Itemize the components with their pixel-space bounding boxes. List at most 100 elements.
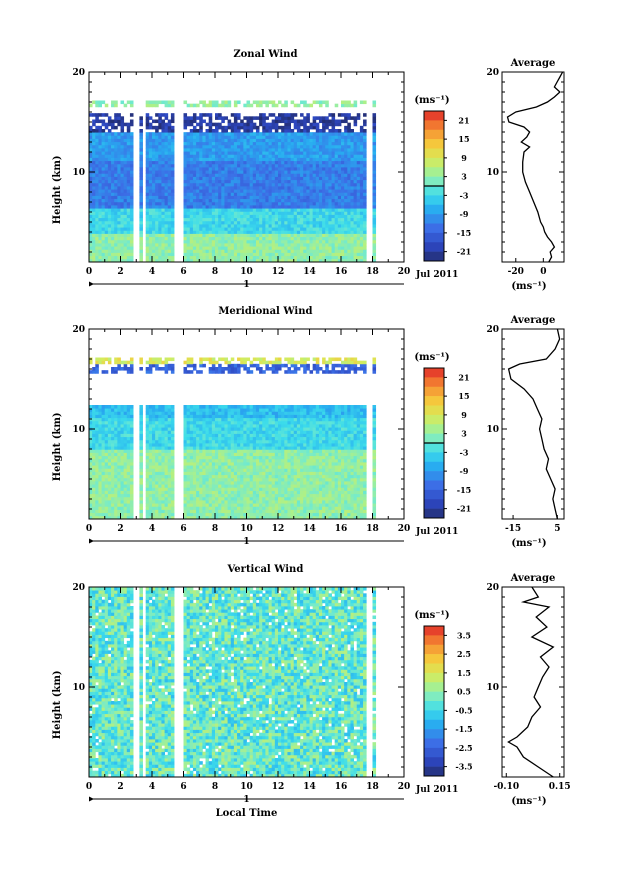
heatmap-cell [237, 211, 241, 215]
heatmap-cell [101, 198, 106, 203]
heatmap-cell [274, 252, 279, 257]
x-tick-label: 20 [398, 267, 411, 277]
heatmap-cell [95, 363, 99, 368]
heatmap-cell [152, 443, 156, 447]
heatmap-cell [293, 176, 298, 181]
heatmap-cell [347, 125, 351, 130]
heatmap-cell [363, 205, 367, 209]
heatmap-cell [95, 176, 99, 181]
heatmap-cell [114, 414, 118, 419]
heatmap-cell [322, 192, 326, 196]
heatmap-cell [123, 452, 128, 457]
heatmap-cell [117, 493, 121, 498]
heatmap-cell [259, 227, 263, 231]
heatmap-cell [337, 224, 342, 228]
heatmap-cell [123, 417, 128, 422]
x-tick-label: 12 [272, 267, 285, 277]
heatmap-cell [372, 182, 377, 187]
heatmap-cell [344, 138, 348, 143]
heatmap-cell [211, 189, 216, 193]
heatmap-cell [337, 214, 342, 219]
heatmap-cell [123, 411, 128, 415]
heatmap-cell [208, 170, 213, 174]
heatmap-cell [107, 411, 112, 415]
heatmap-cell [98, 192, 102, 196]
heatmap-cell [117, 436, 121, 441]
heatmap-cell [303, 249, 307, 253]
heatmap-cell [252, 125, 257, 130]
heatmap-cell [337, 170, 342, 174]
heatmap-cell [95, 496, 99, 501]
heatmap-cell [268, 138, 273, 143]
heatmap-cell [92, 484, 96, 488]
heatmap-cell [205, 151, 210, 155]
heatmap-cell [265, 186, 269, 190]
heatmap-cell [164, 436, 169, 441]
heatmap-cell [293, 252, 298, 257]
heatmap-cell [170, 236, 175, 241]
heatmap-cell [284, 157, 288, 162]
heatmap-cell [309, 233, 314, 238]
heatmap-cell [284, 211, 288, 215]
heatmap-cell [101, 214, 106, 219]
heatmap-cell [344, 255, 348, 260]
heatmap-cell [318, 154, 323, 158]
heatmap-cell [246, 224, 251, 228]
heatmap-cell [290, 214, 295, 219]
heatmap-cell [325, 233, 329, 238]
heatmap-cell [218, 214, 222, 219]
heatmap-cell [161, 436, 165, 441]
heatmap-cell [145, 496, 150, 501]
heatmap-cell [186, 189, 191, 193]
heatmap-cell [341, 255, 345, 260]
heatmap-cell [350, 217, 354, 222]
heatmap-cell [189, 176, 194, 181]
heatmap-cell [186, 151, 191, 155]
heatmap-cell [221, 208, 225, 212]
heatmap-cell [356, 201, 361, 206]
heatmap-cell [208, 249, 213, 253]
heatmap-cell [372, 160, 377, 165]
heatmap-cell [312, 135, 317, 139]
heatmap-cell [167, 236, 172, 241]
heatmap-cell [278, 163, 282, 168]
heatmap-cell [233, 170, 238, 174]
heatmap-cell [111, 103, 115, 108]
heatmap-cell [139, 515, 143, 520]
heatmap-cell [129, 433, 134, 438]
heatmap-cell [334, 239, 339, 244]
heatmap-cell [148, 417, 153, 422]
heatmap-cell [337, 195, 342, 200]
heatmap-cell [139, 252, 143, 257]
heatmap-cell [240, 170, 244, 174]
heatmap-cell [126, 471, 131, 476]
heatmap-cell [240, 157, 244, 162]
heatmap-cell [192, 157, 197, 162]
heatmap-cell [252, 176, 257, 181]
heatmap-cell [129, 500, 134, 504]
heatmap-cell [158, 189, 162, 193]
heatmap-cell [274, 148, 279, 152]
heatmap-cell [186, 243, 191, 247]
heatmap-cell [152, 474, 156, 479]
heatmap-cell [164, 493, 169, 498]
heatmap-cell [111, 474, 115, 479]
heatmap-cell [196, 236, 200, 241]
heatmap-cell [167, 500, 172, 504]
heatmap-cell [237, 217, 241, 222]
heatmap-cell [246, 255, 251, 260]
heatmap-cell [92, 122, 96, 127]
heatmap-cell [183, 443, 188, 447]
heatmap-cell [237, 132, 241, 136]
heatmap-cell [170, 170, 175, 174]
heatmap-cell [265, 182, 269, 187]
heatmap-cell [98, 119, 102, 124]
colorbar-tick-label: 3 [461, 172, 467, 182]
heatmap-cell [249, 205, 254, 209]
average-x-label: (ms⁻¹) [511, 281, 546, 292]
heatmap-cell [117, 414, 121, 419]
heatmap-cell [243, 122, 247, 127]
heatmap-cell [101, 452, 106, 457]
heatmap-cell [148, 179, 153, 184]
heatmap-cell [347, 230, 351, 234]
